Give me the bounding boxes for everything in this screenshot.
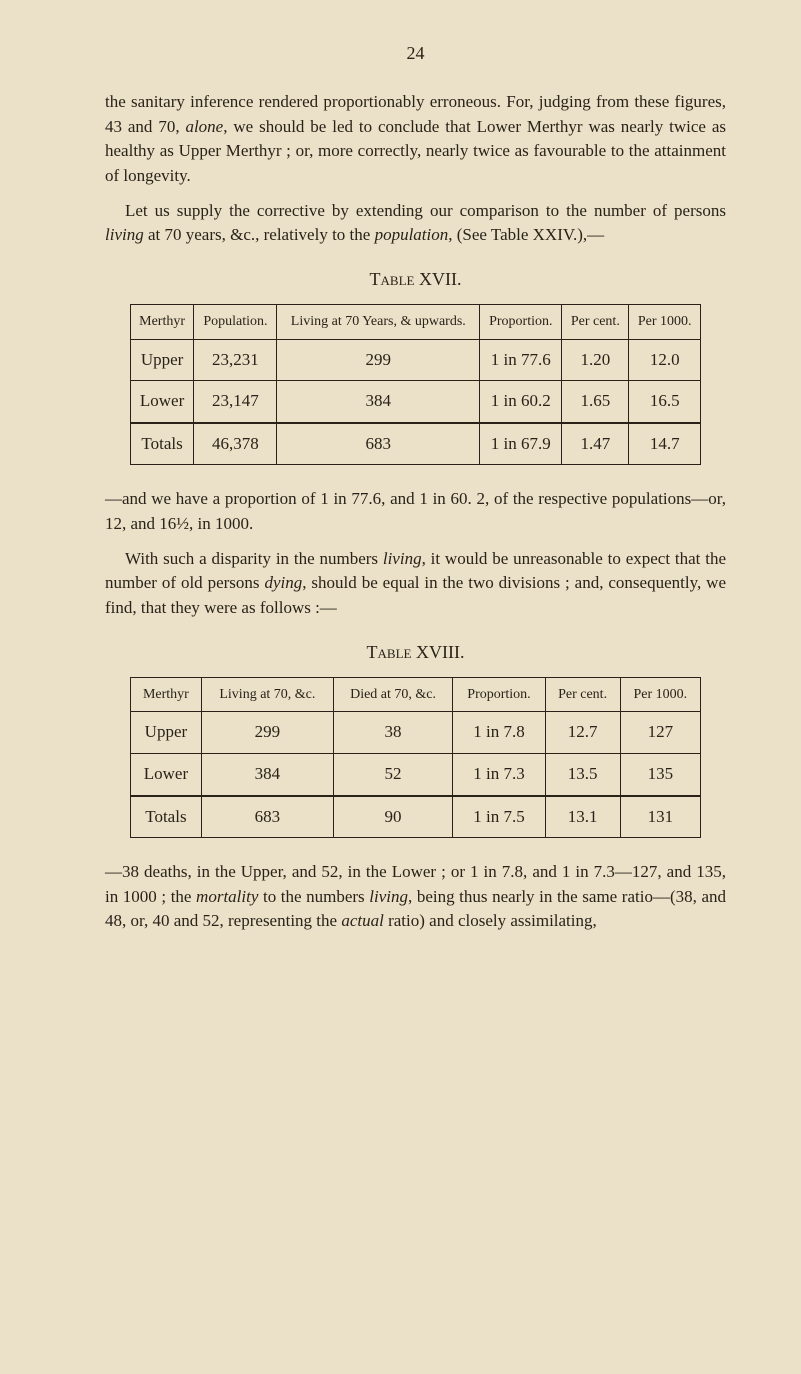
paragraph-1: the sanitary inference rendered proporti… — [105, 90, 726, 189]
table-cell: 1 in 7.5 — [453, 796, 545, 838]
table-cell: 1 in 7.8 — [453, 712, 545, 754]
paragraph-5: —38 deaths, in the Upper, and 52, in the… — [105, 860, 726, 934]
table-cell: Upper — [130, 712, 201, 754]
table-cell: 1 in 7.3 — [453, 753, 545, 795]
table-row: Lower 384 52 1 in 7.3 13.5 135 — [130, 753, 700, 795]
table-cell: 12.0 — [629, 339, 701, 381]
table-cell: 12.7 — [545, 712, 620, 754]
table-cell: 90 — [333, 796, 453, 838]
table-cell: 127 — [620, 712, 701, 754]
table-cell: Totals — [130, 423, 193, 465]
table-cell: 1.47 — [562, 423, 629, 465]
table-cell: 1.65 — [562, 381, 629, 423]
paragraph-3: —and we have a proportion of 1 in 77.6, … — [105, 487, 726, 536]
table-18-header: Proportion. — [453, 677, 545, 712]
table-cell: 683 — [202, 796, 334, 838]
table-17: Merthyr Population. Living at 70 Years, … — [130, 304, 701, 465]
table-cell: 16.5 — [629, 381, 701, 423]
table-cell: 135 — [620, 753, 701, 795]
table-18-header-row: Merthyr Living at 70, &c. Died at 70, &c… — [130, 677, 700, 712]
paragraph-2: Let us supply the corrective by extendin… — [105, 199, 726, 248]
table-17-header: Per 1000. — [629, 305, 701, 340]
table-cell: Lower — [130, 381, 193, 423]
table-cell: 1 in 60.2 — [480, 381, 562, 423]
table-row: Upper 23,231 299 1 in 77.6 1.20 12.0 — [130, 339, 700, 381]
table-cell: 299 — [277, 339, 480, 381]
table-18-header: Died at 70, &c. — [333, 677, 453, 712]
table-cell: 299 — [202, 712, 334, 754]
table-18-header: Per 1000. — [620, 677, 701, 712]
table-18: Merthyr Living at 70, &c. Died at 70, &c… — [130, 677, 701, 838]
table-17-header: Merthyr — [130, 305, 193, 340]
table-cell: Lower — [130, 753, 201, 795]
table-cell: 683 — [277, 423, 480, 465]
table-cell: Upper — [130, 339, 193, 381]
table-17-header: Population. — [194, 305, 277, 340]
table-17-header-row: Merthyr Population. Living at 70 Years, … — [130, 305, 700, 340]
table-cell: 1.20 — [562, 339, 629, 381]
table-row: Upper 299 38 1 in 7.8 12.7 127 — [130, 712, 700, 754]
table-cell: 1 in 67.9 — [480, 423, 562, 465]
table-17-header: Living at 70 Years, & upwards. — [277, 305, 480, 340]
table-18-header: Living at 70, &c. — [202, 677, 334, 712]
table-cell: 131 — [620, 796, 701, 838]
table-row-totals: Totals 683 90 1 in 7.5 13.1 131 — [130, 796, 700, 838]
paragraph-4: With such a disparity in the numbers liv… — [105, 547, 726, 621]
table-cell: 52 — [333, 753, 453, 795]
table-cell: 23,147 — [194, 381, 277, 423]
table-row: Lower 23,147 384 1 in 60.2 1.65 16.5 — [130, 381, 700, 423]
table-cell: 13.1 — [545, 796, 620, 838]
table-cell: 38 — [333, 712, 453, 754]
table-18-header: Merthyr — [130, 677, 201, 712]
page-number: 24 — [105, 40, 726, 66]
table-cell: 46,378 — [194, 423, 277, 465]
table-row-totals: Totals 46,378 683 1 in 67.9 1.47 14.7 — [130, 423, 700, 465]
table-cell: 384 — [202, 753, 334, 795]
table-18-header: Per cent. — [545, 677, 620, 712]
table-17-header: Proportion. — [480, 305, 562, 340]
table-cell: 384 — [277, 381, 480, 423]
table-cell: 1 in 77.6 — [480, 339, 562, 381]
table-cell: 13.5 — [545, 753, 620, 795]
table-18-title: Table XVIII. — [105, 639, 726, 665]
table-cell: Totals — [130, 796, 201, 838]
table-17-header: Per cent. — [562, 305, 629, 340]
table-cell: 23,231 — [194, 339, 277, 381]
table-cell: 14.7 — [629, 423, 701, 465]
table-17-title: Table XVII. — [105, 266, 726, 292]
